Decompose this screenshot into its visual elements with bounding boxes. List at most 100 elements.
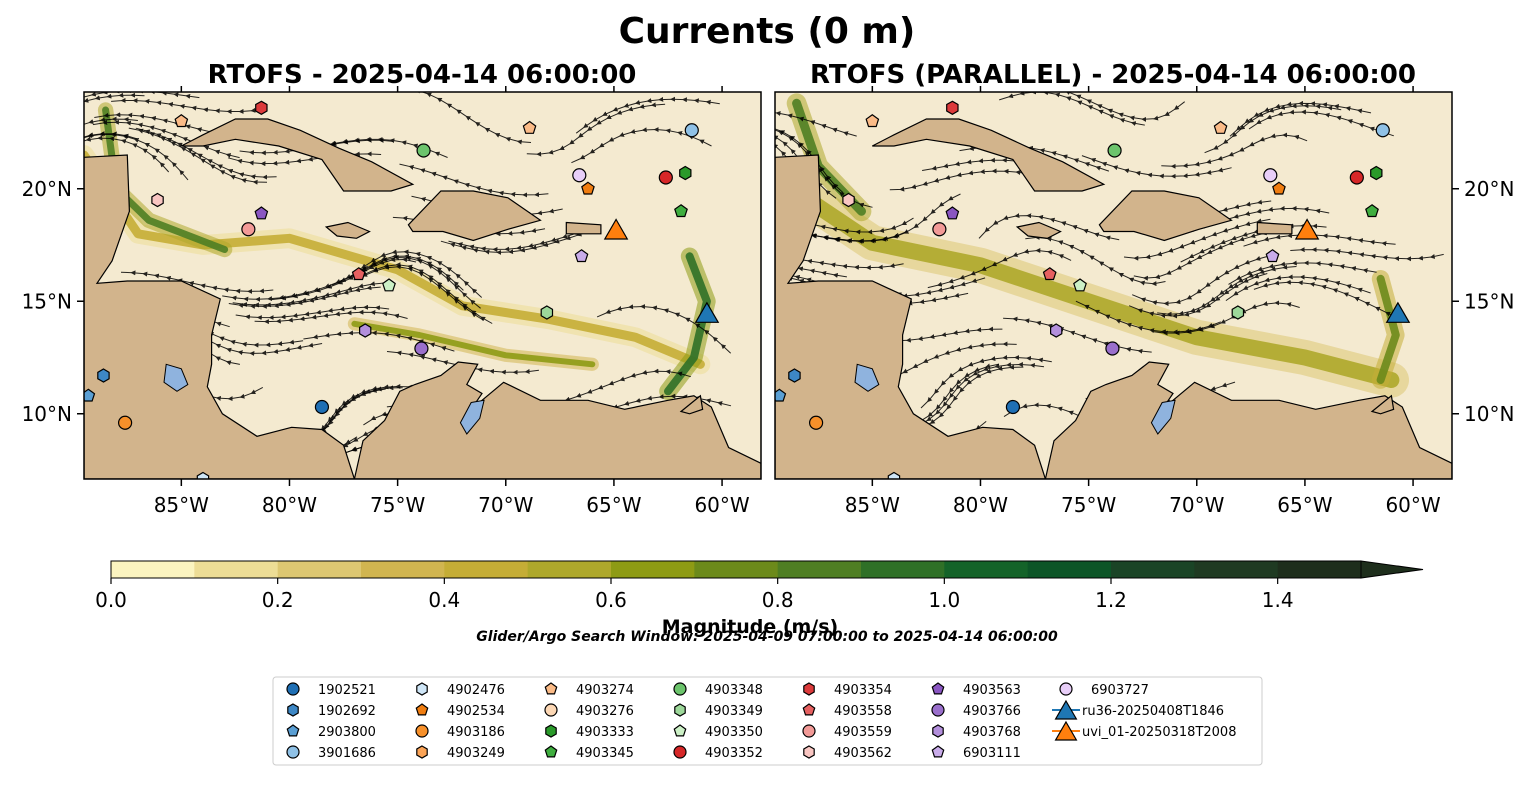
legend-item: 4903186 bbox=[415, 724, 505, 740]
legend-marker bbox=[931, 682, 945, 695]
x-tick-label: 60°W bbox=[694, 493, 749, 517]
search-window-note: Glider/Argo Search Window: 2025-04-09 07… bbox=[476, 629, 1058, 645]
land bbox=[872, 118, 1106, 192]
colorbar-segment bbox=[361, 561, 445, 578]
map-marker-4903354 bbox=[946, 100, 959, 115]
legend-label: 4903558 bbox=[834, 704, 892, 719]
map-marker-ru36-20250408T1846 bbox=[1385, 301, 1411, 323]
legend-label: 4903354 bbox=[834, 683, 892, 698]
legend-label: 4903562 bbox=[834, 746, 892, 761]
colorbar-segment bbox=[861, 561, 945, 578]
x-tick-label: 85°W bbox=[154, 493, 209, 517]
legend-item: 1902692 bbox=[287, 703, 376, 719]
x-tick-label: 70°W bbox=[478, 493, 533, 517]
legend-marker bbox=[544, 682, 558, 695]
map-marker-4903766 bbox=[414, 341, 429, 356]
lake bbox=[459, 399, 485, 435]
map-marker-4903333 bbox=[679, 165, 692, 181]
colorbar-label: Magnitude (m/s) bbox=[662, 616, 839, 638]
map-marker-4903562 bbox=[151, 192, 164, 208]
legend-item: 4903563 bbox=[931, 682, 1021, 698]
map-marker-4903270 bbox=[174, 114, 189, 128]
streamline bbox=[440, 230, 591, 255]
x-tick-label: 75°W bbox=[370, 493, 425, 517]
legend-item: 1902521 bbox=[286, 682, 376, 698]
legend-label: 2903800 bbox=[318, 725, 376, 740]
map-content bbox=[84, 92, 761, 479]
streamline bbox=[1180, 223, 1327, 263]
legend-item: 6903727 bbox=[1059, 682, 1149, 698]
colorbar-tick-label: 1.2 bbox=[1095, 588, 1127, 612]
colorbar-segment bbox=[1111, 561, 1195, 578]
map-marker-4903350 bbox=[1073, 278, 1087, 292]
legend-label: uvi_01-20250318T2008 bbox=[1082, 725, 1236, 740]
streamline bbox=[596, 304, 732, 354]
colorbar-segment bbox=[1027, 561, 1112, 578]
legend-item: 4903349 bbox=[674, 703, 763, 719]
map-marker-1902692 bbox=[97, 368, 110, 383]
legend-marker bbox=[674, 703, 686, 717]
legend-label: 4903333 bbox=[576, 725, 634, 740]
colorbar-segment bbox=[1194, 561, 1279, 578]
y-tick-label: 10°N bbox=[22, 402, 72, 426]
y-tick-label: 15°N bbox=[1464, 289, 1514, 313]
legend-item: 4903350 bbox=[673, 724, 763, 740]
map-marker-4903558 bbox=[1042, 267, 1057, 281]
legend-marker bbox=[673, 745, 687, 759]
colorbar-segment bbox=[527, 561, 612, 578]
colorbar-tick-label: 0.8 bbox=[762, 588, 794, 612]
x-tick-label: 80°W bbox=[953, 493, 1008, 517]
streamline bbox=[1075, 300, 1221, 335]
legend-item: 4902476 bbox=[416, 682, 505, 698]
map-marker-4902534 bbox=[1272, 181, 1286, 195]
panel-title-parallel: RTOFS (PARALLEL) - 2025-04-14 06:00:00 bbox=[810, 60, 1416, 90]
legend-label: 4903274 bbox=[576, 683, 634, 698]
colorbar-segment bbox=[194, 561, 279, 578]
legend-item: 4903352 bbox=[673, 745, 763, 761]
legend-marker bbox=[803, 682, 815, 696]
streamline bbox=[403, 92, 532, 145]
streamline bbox=[1290, 247, 1444, 262]
streamline bbox=[399, 163, 549, 198]
streamline bbox=[303, 330, 455, 352]
legend-label: 4903276 bbox=[576, 704, 634, 719]
legend-marker bbox=[544, 745, 558, 758]
streamline bbox=[353, 249, 483, 298]
map-marker-4903345 bbox=[674, 204, 688, 218]
streamline bbox=[92, 119, 240, 159]
legend-item: 4902534 bbox=[415, 703, 505, 719]
map-marker-4903186 bbox=[808, 415, 824, 430]
colorbar-tick-label: 0.0 bbox=[95, 588, 127, 612]
land bbox=[1256, 221, 1293, 235]
map-marker-6903727 bbox=[572, 168, 587, 183]
streamline bbox=[1081, 155, 1232, 179]
legend-marker bbox=[802, 703, 816, 716]
map-marker-4903274 bbox=[1213, 120, 1228, 134]
streamline bbox=[84, 92, 145, 141]
streamline bbox=[999, 92, 1145, 127]
map-marker-1902521 bbox=[314, 399, 330, 415]
streamline bbox=[120, 270, 274, 294]
map-marker-6903111 bbox=[1265, 249, 1280, 263]
legend-label: 4903186 bbox=[447, 725, 505, 740]
map-panel-parallel: 85°W 80°W 75°W 70°W 65°W 60°W 10°N 15°N 20°N bbox=[774, 86, 1514, 517]
legend-item: 4903354 bbox=[803, 682, 892, 698]
legend-marker bbox=[286, 724, 300, 737]
legend-item: 4903562 bbox=[803, 745, 892, 761]
legend-item: 4903348 bbox=[673, 682, 763, 698]
legend-item: 2903800 bbox=[286, 724, 376, 740]
map-marker-4903559 bbox=[241, 222, 256, 237]
colorbar-tick-label: 0.4 bbox=[428, 588, 460, 612]
legend-marker bbox=[931, 745, 945, 758]
map-marker-4903345 bbox=[1365, 204, 1379, 218]
legend-marker bbox=[1059, 682, 1073, 696]
colorbar-tick-label: 1.4 bbox=[1262, 588, 1294, 612]
colorbar-segment bbox=[777, 561, 862, 578]
legend-label: 4903345 bbox=[576, 746, 634, 761]
map-marker-4902534 bbox=[581, 181, 595, 195]
map-marker-uvi_01-20250318T2008 bbox=[1294, 218, 1320, 240]
land bbox=[565, 221, 602, 235]
map-marker-3901686 bbox=[1375, 123, 1390, 138]
legend-marker bbox=[673, 724, 687, 737]
map-marker-4903270 bbox=[865, 114, 880, 128]
